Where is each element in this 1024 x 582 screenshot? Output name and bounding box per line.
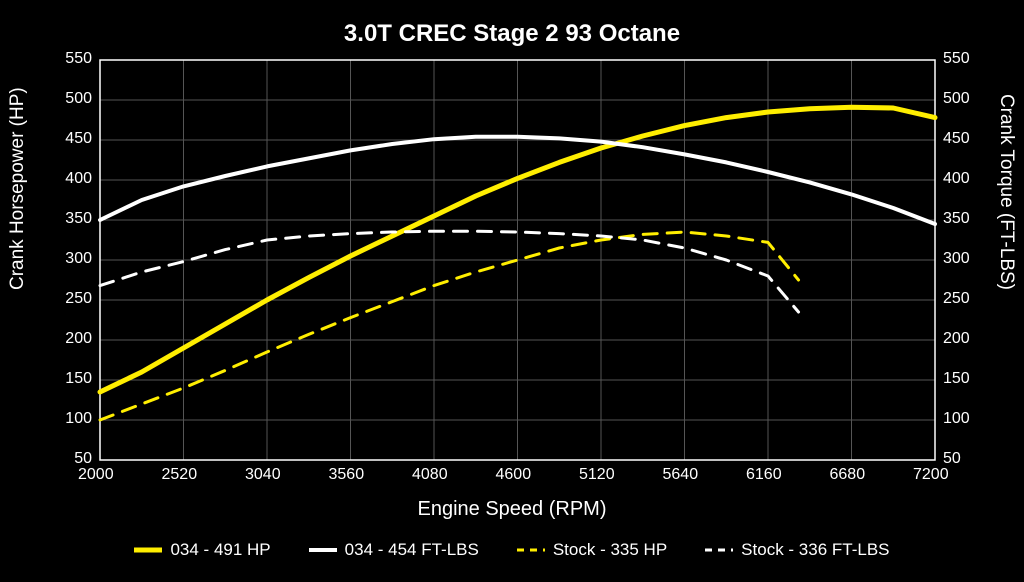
x-tick: 3560 [329, 466, 365, 484]
x-tick: 7200 [913, 466, 949, 484]
x-tick: 6160 [746, 466, 782, 484]
x-tick: 4600 [496, 466, 532, 484]
legend-item: 034 - 491 HP [134, 540, 270, 560]
legend-label: Stock - 336 FT-LBS [741, 540, 889, 560]
y-left-tick: 550 [65, 50, 92, 68]
x-tick: 5120 [579, 466, 615, 484]
y-left-tick: 350 [65, 210, 92, 228]
chart-legend: 034 - 491 HP 034 - 454 FT-LBS Stock - 335 … [0, 540, 1024, 560]
y-right-tick: 450 [943, 130, 970, 148]
legend-label: 034 - 454 FT-LBS [345, 540, 479, 560]
legend-swatch-icon [705, 544, 733, 556]
x-tick: 4080 [412, 466, 448, 484]
y-right-tick: 100 [943, 410, 970, 428]
legend-label: 034 - 491 HP [170, 540, 270, 560]
y-left-tick: 450 [65, 130, 92, 148]
y-right-tick: 500 [943, 90, 970, 108]
x-axis-label: Engine Speed (RPM) [0, 498, 1024, 521]
y-left-tick: 200 [65, 330, 92, 348]
y-left-tick: 250 [65, 290, 92, 308]
y-left-tick: 400 [65, 170, 92, 188]
x-tick: 5640 [663, 466, 699, 484]
dyno-chart [0, 0, 1024, 582]
legend-swatch-icon [517, 544, 545, 556]
y-right-axis-label: Crank Torque (FT-LBS) [995, 94, 1017, 290]
y-right-tick: 550 [943, 50, 970, 68]
y-left-tick: 150 [65, 370, 92, 388]
y-right-tick: 200 [943, 330, 970, 348]
x-tick: 3040 [245, 466, 281, 484]
y-right-tick: 350 [943, 210, 970, 228]
y-left-tick: 500 [65, 90, 92, 108]
x-tick: 2520 [162, 466, 198, 484]
y-right-tick: 250 [943, 290, 970, 308]
y-right-tick: 300 [943, 250, 970, 268]
x-tick: 6680 [830, 466, 866, 484]
y-right-tick: 400 [943, 170, 970, 188]
y-left-tick: 100 [65, 410, 92, 428]
y-left-tick: 300 [65, 250, 92, 268]
legend-item: 034 - 454 FT-LBS [309, 540, 479, 560]
x-tick: 2000 [78, 466, 114, 484]
legend-swatch-icon [309, 544, 337, 556]
legend-swatch-icon [134, 544, 162, 556]
y-left-axis-label: Crank Horsepower (HP) [7, 87, 29, 290]
legend-item: Stock - 335 HP [517, 540, 667, 560]
legend-item: Stock - 336 FT-LBS [705, 540, 889, 560]
legend-label: Stock - 335 HP [553, 540, 667, 560]
y-right-tick: 150 [943, 370, 970, 388]
